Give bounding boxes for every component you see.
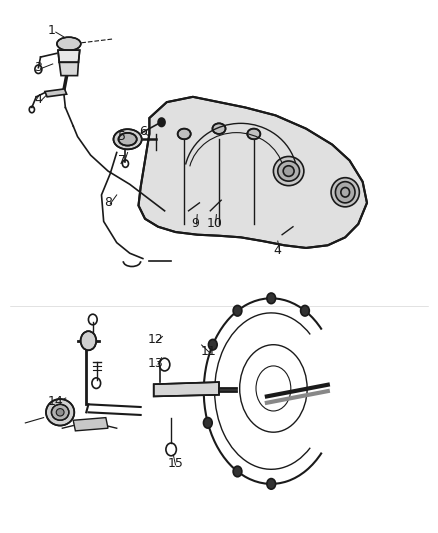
Circle shape	[300, 305, 309, 316]
Ellipse shape	[118, 133, 137, 146]
Ellipse shape	[56, 409, 64, 416]
Text: 14: 14	[48, 395, 64, 408]
Circle shape	[267, 293, 276, 304]
Text: 15: 15	[168, 457, 184, 470]
Ellipse shape	[113, 129, 142, 149]
Text: 1: 1	[47, 24, 55, 37]
Text: 12: 12	[148, 333, 164, 346]
Ellipse shape	[278, 161, 300, 181]
Circle shape	[158, 118, 165, 126]
Ellipse shape	[46, 399, 74, 425]
Text: 5: 5	[118, 130, 127, 143]
Ellipse shape	[283, 166, 294, 176]
Text: 13: 13	[148, 357, 164, 369]
Circle shape	[204, 417, 212, 428]
Text: 10: 10	[207, 216, 223, 230]
Text: 3: 3	[35, 61, 42, 74]
Text: 4: 4	[274, 244, 282, 257]
Text: 9: 9	[191, 216, 199, 230]
Ellipse shape	[178, 128, 191, 139]
Circle shape	[267, 479, 276, 489]
Ellipse shape	[331, 177, 359, 207]
Text: 7: 7	[118, 154, 127, 167]
Polygon shape	[59, 62, 78, 76]
Ellipse shape	[212, 123, 226, 134]
Polygon shape	[138, 97, 367, 248]
Polygon shape	[154, 382, 219, 397]
Ellipse shape	[247, 128, 260, 139]
Circle shape	[233, 466, 242, 477]
Circle shape	[208, 340, 217, 350]
Text: 11: 11	[200, 345, 216, 358]
Ellipse shape	[57, 37, 81, 51]
Circle shape	[81, 331, 96, 350]
Text: 6: 6	[139, 125, 147, 138]
Ellipse shape	[273, 157, 304, 185]
Ellipse shape	[336, 182, 355, 203]
Polygon shape	[73, 418, 108, 431]
Text: 4: 4	[35, 93, 42, 106]
Circle shape	[233, 305, 242, 316]
Polygon shape	[45, 89, 67, 97]
Ellipse shape	[51, 405, 69, 420]
Polygon shape	[58, 50, 80, 62]
Text: 8: 8	[104, 196, 112, 209]
